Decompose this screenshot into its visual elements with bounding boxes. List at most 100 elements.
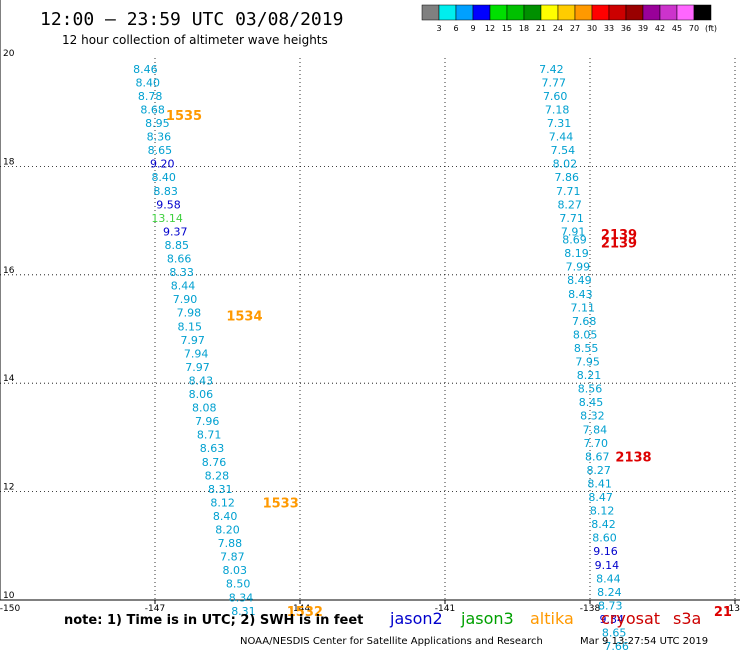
satellite-legend-jason2: jason2 [389,609,443,628]
wave-height-label: 8.85 [165,239,190,252]
data-labels: 8.468.408.788.688.958.368.659.208.408.83… [133,63,629,650]
wave-height-label: 7.68 [572,315,597,328]
wave-height-label: 7.84 [583,423,608,436]
wave-height-label: 8.20 [215,524,240,537]
wave-height-label: 7.66 [604,640,629,650]
wave-height-label: 8.67 [585,450,610,463]
wave-height-label: 9.16 [593,545,618,558]
scale-label: 12 [485,24,495,33]
scale-swatch [608,4,627,21]
wave-height-label: 7.70 [584,437,609,450]
wave-height-label: 8.73 [598,599,623,612]
wave-height-label: 8.27 [586,464,611,477]
wave-height-label: 7.31 [547,117,572,130]
x-tick-label: -138 [580,604,601,614]
wave-height-label: 8.12 [590,505,615,518]
wave-height-label: 7.18 [545,103,570,116]
wave-height-label: 8.28 [205,469,230,482]
grid-lines [0,58,736,604]
wave-height-label: 8.44 [596,572,621,585]
wave-height-label: 8.40 [151,171,176,184]
wave-height-label: 8.03 [223,564,248,577]
wave-height-label: 8.78 [138,90,163,103]
chart-title: 12:00 — 23:59 UTC 03/08/2019 [40,9,343,30]
wave-height-label: 8.43 [568,288,593,301]
pass-time-label: 2139 [601,236,637,251]
color-scale-legend: 3 6 9 12 15 18 21 24 27 30 33 36 39 42 45 70 (ft) [421,4,717,33]
scale-label: 30 [587,24,597,33]
scale-label: 9 [470,24,475,33]
wave-height-label: 8.40 [213,510,238,523]
footer-timestamp: Mar 9 13:27:54 UTC 2019 [580,636,708,647]
wave-height-label: 8.31 [231,605,256,618]
pass-time-label: 1534 [226,309,262,324]
pass-time-label: 1533 [263,496,299,511]
scale-swatch [438,4,457,21]
wave-height-label: 8.71 [197,429,222,442]
scale-label: 45 [672,24,682,33]
scale-swatch [693,4,712,21]
scale-swatch [455,4,474,21]
wave-height-label: 7.11 [571,301,596,314]
wave-height-label: 8.15 [178,320,203,333]
wave-height-label: 8.33 [169,266,194,279]
scale-swatch [557,4,576,21]
wave-height-label: 8.08 [192,402,217,415]
scale-label: 21 [536,24,546,33]
pass-time-label: 21 [714,605,732,620]
wave-height-label: 7.71 [559,212,584,225]
wave-height-label: 8.65 [602,627,627,640]
satellite-legend-altika: altika [530,609,574,628]
satellite-legend-cryosat: cryosat [601,609,660,628]
wave-height-label: 7.97 [180,334,205,347]
scale-swatch [523,4,542,21]
wave-height-label: 8.19 [564,247,589,260]
chart-subtitle: 12 hour collection of altimeter wave hei… [62,33,328,47]
wave-height-label: 8.42 [591,518,616,531]
wave-height-label: 8.34 [229,591,254,604]
scale-label: 18 [519,24,529,33]
wave-height-label: 8.43 [189,374,214,387]
pass-time-label: 1532 [287,605,323,620]
wave-height-label: 9.58 [156,198,181,211]
wave-height-label: 7.94 [184,347,209,360]
x-tick-labels: -150 -147 -144 -141 -138 -13 [0,604,740,614]
scale-swatch [489,4,508,21]
scale-swatch [540,4,559,21]
wave-height-label: 9.34 [600,613,625,626]
wave-height-label: 8.40 [136,76,161,89]
wave-height-label: 8.46 [133,63,158,76]
scale-label: 15 [502,24,512,33]
wave-height-label: 8.21 [577,369,602,382]
pass-time-label: 2139 [601,228,637,243]
scale-swatch [625,4,644,21]
scale-swatch [472,4,491,21]
footer-note: note: 1) Time is in UTC; 2) SWH is in fe… [64,613,363,628]
y-tick-label: 18 [3,157,15,167]
y-tick-label: 20 [3,49,15,59]
wave-height-label: 7.88 [218,537,243,550]
wave-height-label: 8.36 [147,131,172,144]
wave-height-label: 8.31 [208,483,233,496]
wave-height-label: 8.41 [587,477,612,490]
wave-height-label: 7.98 [177,307,202,320]
y-tick-label: 14 [3,374,15,384]
wave-height-label: 8.65 [148,144,173,157]
scale-label: 42 [655,24,665,33]
scale-label: 24 [553,24,563,33]
wave-height-label: 8.76 [202,456,227,469]
scale-swatch [676,4,695,21]
wave-height-label: 8.68 [140,103,165,116]
wave-height-label: 8.12 [210,496,235,509]
x-tick-label: -141 [435,604,455,614]
wave-height-label: 9.14 [595,559,620,572]
wave-height-label: 7.71 [556,185,581,198]
wave-height-label: 8.83 [153,185,178,198]
wave-height-label: 7.96 [195,415,220,428]
scale-swatch [591,4,610,21]
wave-height-label: 8.32 [580,410,605,423]
wave-height-label: 8.24 [597,586,622,599]
satellite-legend-s3a: s3a [673,609,701,628]
wave-height-label: 8.55 [574,342,599,355]
